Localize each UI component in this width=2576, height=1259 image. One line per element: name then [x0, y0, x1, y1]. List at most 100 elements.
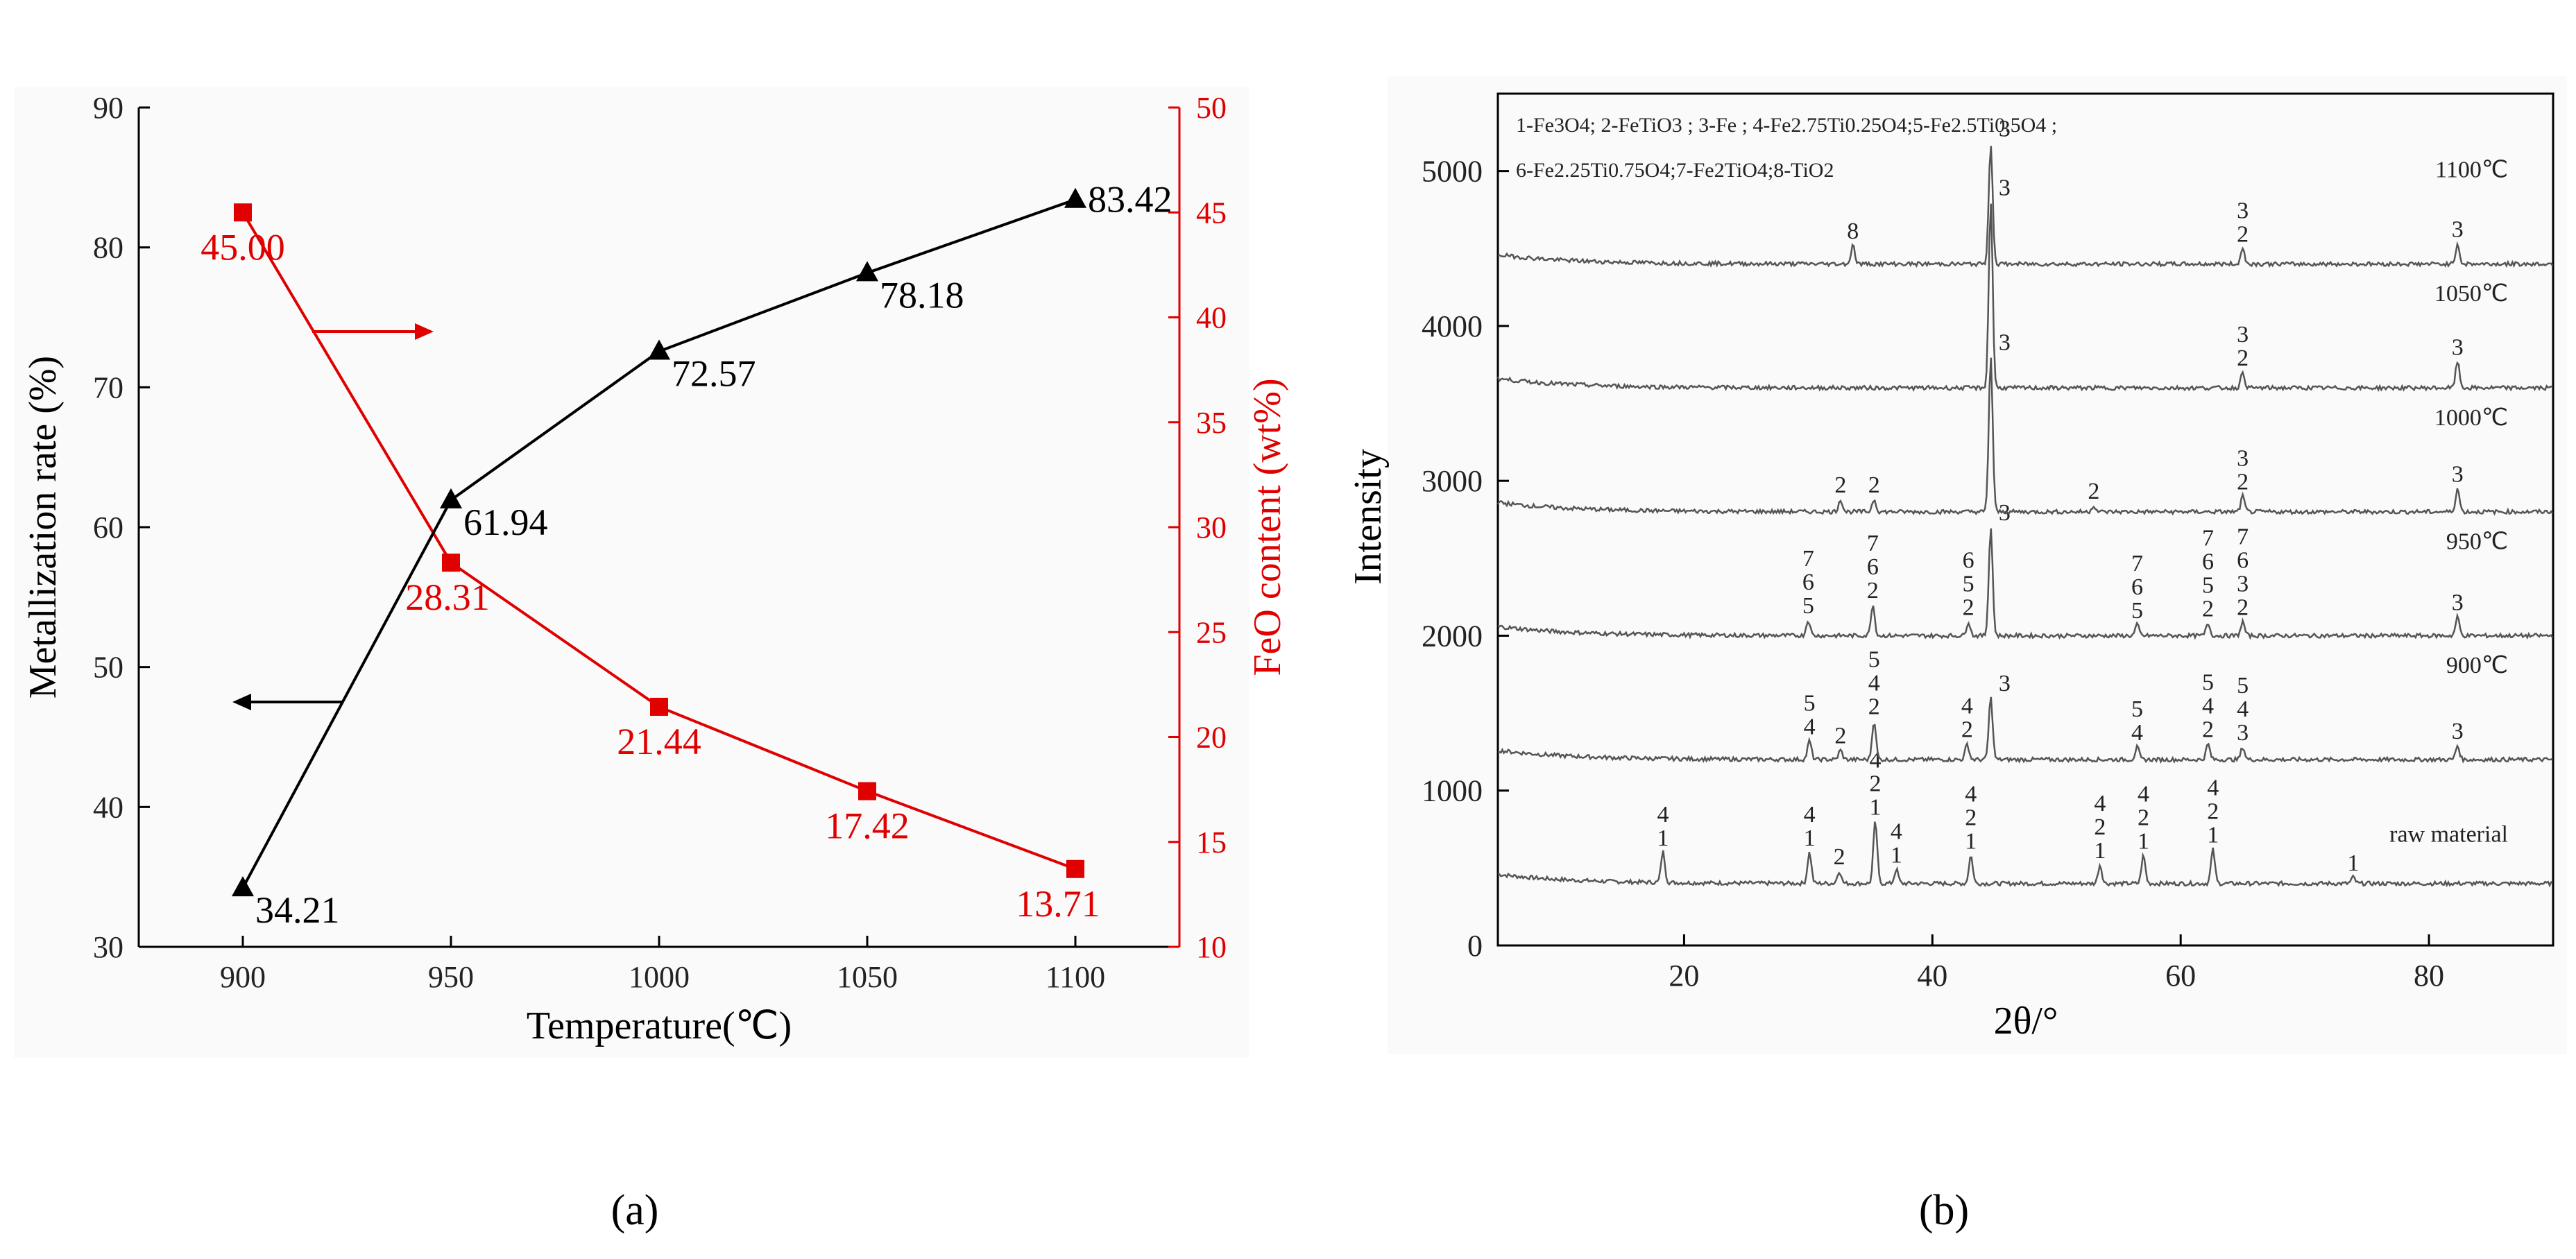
left-tick-label-50: 50 — [93, 651, 123, 685]
peak-id-1-2-1: 4 — [1868, 670, 1880, 696]
peak-id-3-3-0: 2 — [2088, 479, 2099, 504]
peak-id-1-5-1: 4 — [2131, 720, 2143, 746]
peak-id-1-7-2: 3 — [2237, 720, 2249, 746]
pattern-label-2: 950℃ — [2446, 529, 2508, 554]
right-tick-label-10: 10 — [1196, 930, 1227, 964]
right-tick-label-50: 50 — [1196, 91, 1227, 125]
peak-id-2-1-1: 6 — [1867, 554, 1879, 580]
peak-id-1-1-0: 2 — [1834, 723, 1846, 749]
chart-b-background — [1388, 76, 2567, 1054]
b-y-tick-label-1000: 1000 — [1422, 774, 1483, 808]
left-tick-label-30: 30 — [93, 930, 123, 964]
peak-id-0-0-1: 1 — [1657, 825, 1669, 851]
peak-id-0-9-0: 1 — [2347, 850, 2359, 876]
peak-id-2-2-0: 6 — [1963, 547, 1974, 573]
peak-id-0-6-1: 2 — [2094, 814, 2106, 840]
feo-label-1000: 21.44 — [617, 721, 701, 762]
chart-a-left-title: Metallization rate (%) — [22, 356, 65, 699]
left-tick-label-40: 40 — [93, 790, 123, 824]
pattern-label-1: 900℃ — [2446, 653, 2508, 678]
xrd-trace-5 — [1497, 146, 2554, 268]
peak-id-0-4-1: 1 — [1891, 843, 1902, 868]
left-tick-label-60: 60 — [93, 511, 123, 545]
right-tick-label-40: 40 — [1196, 301, 1227, 335]
peak-id-2-2-1: 5 — [1963, 571, 1974, 597]
metallization-point-950 — [440, 488, 462, 508]
peak-id-0-6-0: 4 — [2094, 791, 2106, 816]
peak-id-0-5-2: 1 — [1965, 829, 1977, 855]
b-y-tick-label-0: 0 — [1467, 929, 1483, 963]
metallization-label-1100: 83.42 — [1088, 179, 1172, 221]
peak-id-5-1-0: 3 — [1999, 116, 2011, 142]
peak-id-0-8-1: 2 — [2207, 799, 2219, 825]
left-tick-label-70: 70 — [93, 370, 123, 404]
peak-id-0-7-1: 2 — [2138, 805, 2149, 831]
peak-id-5-2-1: 2 — [2237, 221, 2249, 247]
peak-id-0-1-0: 4 — [1804, 802, 1816, 828]
peak-id-5-3-0: 3 — [2452, 217, 2464, 243]
chart-b-y-title: Intensity — [1347, 449, 1390, 585]
peak-id-2-5-3: 2 — [2202, 597, 2214, 622]
peak-id-2-6-1: 6 — [2237, 547, 2249, 573]
pattern-label-0: raw material — [2389, 822, 2508, 848]
peak-id-0-3-2: 1 — [1869, 794, 1881, 820]
metallization-point-900 — [232, 876, 254, 897]
feo-label-1050: 17.42 — [825, 805, 910, 847]
metallization-point-1000 — [648, 339, 670, 360]
chart-b-x-title: 2θ/° — [1994, 1000, 2058, 1043]
metallization-point-1050 — [856, 261, 878, 282]
peak-id-0-7-2: 1 — [2138, 829, 2149, 855]
peak-id-1-7-0: 5 — [2237, 673, 2249, 699]
peak-id-1-6-2: 2 — [2202, 717, 2214, 743]
peak-id-1-8-0: 3 — [2452, 719, 2464, 744]
x-tick-label-950: 950 — [428, 960, 474, 994]
left-tick-label-80: 80 — [93, 231, 123, 265]
pattern-label-5: 1100℃ — [2435, 157, 2508, 183]
peak-id-2-5-1: 6 — [2202, 549, 2214, 575]
feo-label-900: 45.00 — [201, 226, 285, 268]
peak-id-1-4-0: 3 — [1999, 671, 2011, 696]
pattern-label-4: 1050℃ — [2434, 281, 2508, 307]
chart-a-panel-label: (a) — [611, 1187, 659, 1234]
peak-id-0-2-0: 2 — [1834, 844, 1845, 870]
peak-id-0-5-1: 2 — [1965, 805, 1977, 831]
peak-id-2-6-2: 3 — [2237, 571, 2249, 597]
feo-label-1100: 13.71 — [1016, 883, 1100, 925]
peak-id-0-3-1: 2 — [1869, 771, 1881, 796]
peak-id-3-2-0: 3 — [1999, 330, 2011, 356]
xrd-trace-3 — [1496, 357, 2554, 516]
metallization-arrow-head — [232, 694, 251, 710]
chart-b-legend-line-2: 6-Fe2.25Ti0.75O4;7-Fe2TiO4;8-TiO2 — [1516, 159, 1834, 182]
peak-id-0-5-0: 4 — [1965, 782, 1977, 807]
b-x-tick-label-20: 20 — [1669, 959, 1699, 993]
peak-id-0-7-0: 4 — [2138, 782, 2149, 807]
peak-id-2-5-2: 5 — [2202, 573, 2214, 599]
peak-id-2-0-2: 5 — [1802, 593, 1814, 619]
metallization-label-1000: 72.57 — [672, 353, 756, 395]
peak-id-3-5-0: 3 — [2452, 461, 2464, 487]
x-tick-label-1000: 1000 — [629, 960, 690, 994]
peak-id-2-5-0: 7 — [2202, 526, 2214, 551]
metallization-point-1100 — [1064, 187, 1086, 208]
peak-id-2-1-2: 2 — [1867, 578, 1879, 603]
feo-point-1050 — [858, 782, 876, 800]
feo-point-900 — [234, 203, 252, 222]
peak-id-0-1-1: 1 — [1804, 825, 1816, 851]
peak-id-5-2-0: 3 — [2237, 198, 2249, 223]
peak-id-4-0-0: 3 — [1999, 175, 2011, 200]
peak-id-3-1-0: 2 — [1868, 472, 1880, 498]
chart-b-panel-label: (b) — [1919, 1187, 1969, 1234]
xrd-trace-2 — [1497, 528, 2554, 640]
peak-id-2-7-0: 3 — [2452, 590, 2464, 616]
peak-id-2-0-1: 6 — [1802, 569, 1814, 595]
peak-id-1-0-0: 5 — [1804, 690, 1816, 716]
peak-id-1-6-1: 4 — [2202, 694, 2214, 719]
metallization-label-1050: 78.18 — [880, 274, 964, 316]
chart-a-x-title: Temperature(℃) — [527, 1004, 792, 1047]
peak-id-1-3-0: 4 — [1961, 694, 1973, 719]
b-y-tick-label-4000: 4000 — [1422, 309, 1483, 343]
peak-id-3-4-0: 3 — [2237, 446, 2249, 472]
